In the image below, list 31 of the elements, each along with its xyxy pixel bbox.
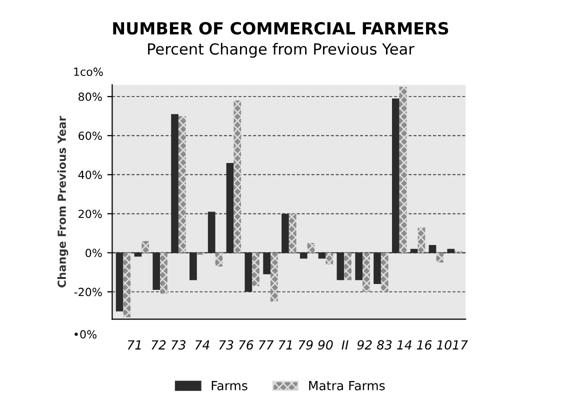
text: 71 72 73 74 73 76 77 71 79 90 II 92 83 14 16 1017 [128, 340, 468, 350]
bar [215, 252, 223, 266]
bar [234, 100, 242, 253]
bar [399, 86, 407, 253]
text: 1co% [74, 68, 103, 76]
chart-subtitle: Percent Change from Previous Year [148, 42, 414, 58]
bar [362, 252, 370, 292]
y-tick-label: 20% [78, 210, 102, 218]
bar [123, 252, 131, 318]
y-tick-label: 80% [78, 92, 102, 101]
bar [252, 252, 260, 286]
bar [288, 214, 296, 253]
bar [418, 227, 426, 253]
y-tick-label: 0% [86, 248, 102, 258]
bar [380, 252, 388, 292]
bar [178, 116, 186, 253]
legend-label: Matra Farms [309, 381, 385, 390]
chart-title: NUMBER OF COMMERCIAL FARMERS [113, 22, 448, 35]
y-tick-label: 60% [78, 132, 102, 140]
y-tick-label: -20% [74, 288, 102, 296]
bar [307, 243, 315, 253]
y-tick-label: 40% [78, 170, 102, 180]
bar [142, 241, 150, 253]
text: •0% [74, 330, 96, 339]
bar [270, 252, 278, 302]
bar [160, 252, 168, 294]
bar [326, 252, 334, 264]
legend-label: Farms [212, 381, 248, 390]
bar [436, 252, 444, 263]
y-axis-title: Change From Previous Year [57, 116, 68, 288]
bar [344, 252, 352, 280]
